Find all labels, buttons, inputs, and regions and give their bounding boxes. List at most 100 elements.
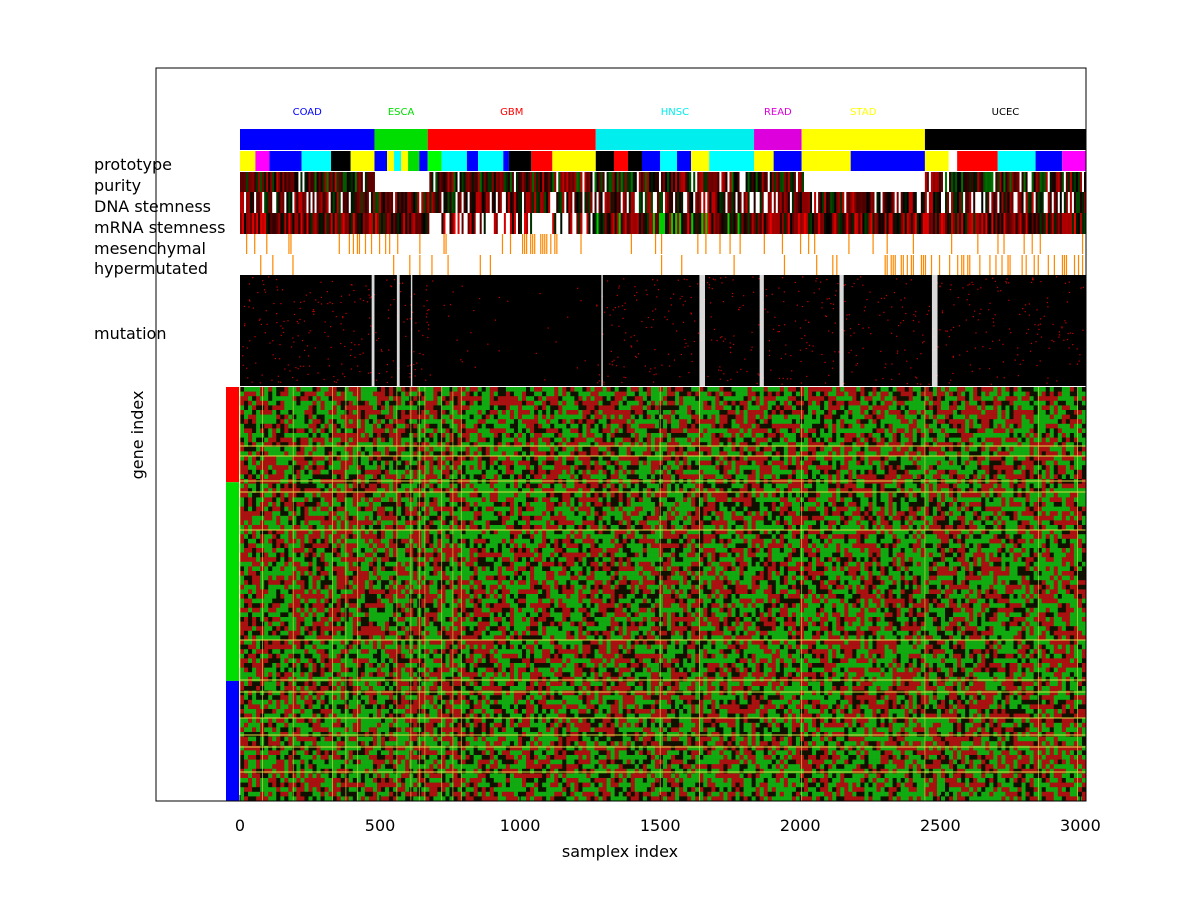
heatmap-cell: [759, 400, 765, 406]
dna-stemness-cell: [620, 192, 624, 213]
heatmap-cell: [538, 437, 543, 443]
heatmap-cell: [650, 419, 656, 425]
heatmap-cell: [808, 433, 813, 438]
heatmap-cell: [880, 414, 885, 420]
dna-stemness-cell: [522, 192, 525, 213]
dna-stemness-cell: [580, 192, 583, 213]
prototype-segment: [660, 151, 678, 171]
purity-cell: [906, 172, 910, 192]
mesenchymal-mark: [501, 234, 504, 254]
heatmap-cell: [630, 437, 636, 443]
mrna-stemness-cell: [268, 213, 271, 234]
heatmap-cell: [735, 391, 740, 397]
mutation-mark: [649, 371, 651, 373]
heatmap-cell: [739, 433, 744, 438]
heatmap-cell: [884, 428, 889, 434]
heatmap-cell: [965, 433, 970, 438]
mutation-mark: [426, 321, 428, 323]
heatmap-cell: [816, 428, 821, 434]
heatmap-cell: [888, 391, 893, 397]
mutation-mark: [307, 355, 310, 357]
heatmap-cell: [574, 400, 579, 406]
heatmap-cell: [675, 433, 680, 438]
heatmap-cell: [896, 396, 901, 402]
dna-stemness-cell: [713, 192, 716, 213]
mutation-mark: [368, 294, 370, 296]
heatmap-cell: [973, 387, 978, 392]
heatmap-cell: [679, 400, 684, 406]
heatmap-cell: [1065, 405, 1071, 411]
purity-cell: [729, 172, 732, 192]
heatmap-cell: [739, 419, 744, 425]
mutation-mark: [922, 334, 924, 336]
purity-cell: [922, 172, 926, 192]
heatmap-cell: [522, 423, 527, 429]
mesenchymal-mark: [288, 234, 290, 254]
heatmap-cell: [795, 405, 801, 411]
heatmap-cell: [904, 405, 910, 411]
heatmap-cell: [413, 428, 418, 434]
mutation-mark: [413, 293, 415, 295]
heatmap-cell: [715, 433, 720, 438]
heatmap-cell: [296, 414, 301, 420]
heatmap-cell: [489, 387, 495, 392]
mesenchymal-mark: [814, 234, 816, 254]
purity-cell: [570, 172, 573, 192]
heatmap-cell: [654, 437, 660, 443]
heatmap-cell: [344, 433, 350, 438]
dna-stemness-cell: [513, 192, 517, 213]
heatmap-cell: [836, 433, 841, 438]
heatmap-cell: [908, 391, 914, 397]
mutation-mark: [859, 276, 862, 278]
heatmap-cell: [1061, 396, 1067, 402]
heatmap-cell: [264, 414, 269, 420]
heatmap-cell: [574, 414, 579, 420]
mutation-mark: [896, 352, 899, 354]
mesenchymal-mark: [544, 234, 546, 254]
heatmap-cell: [376, 414, 382, 420]
dna-stemness-cell: [1017, 192, 1021, 213]
heatmap-cell: [658, 396, 664, 402]
dna-stemness-cell: [602, 192, 606, 213]
mutation-mark: [765, 288, 767, 291]
dna-stemness-cell: [505, 192, 509, 213]
mutation-mark: [335, 316, 337, 318]
purity-cell: [524, 172, 527, 192]
dna-stemness-cell: [1007, 192, 1010, 213]
heatmap-cell: [985, 433, 990, 438]
heatmap-cell: [1069, 405, 1075, 411]
dna-stemness-cell: [360, 192, 364, 213]
purity-cell: [850, 172, 853, 192]
purity-cell: [606, 172, 610, 192]
heatmap-cell: [820, 437, 825, 443]
heatmap-cell: [546, 433, 551, 438]
heatmap-cell: [953, 400, 958, 406]
heatmap-cell: [755, 433, 760, 438]
dna-stemness-cell: [880, 192, 884, 213]
dna-stemness-cell: [415, 192, 418, 213]
heatmap-cell: [602, 437, 607, 443]
heatmap-cell: [719, 410, 724, 415]
heatmap-cell: [920, 396, 926, 402]
dna-stemness-cell: [918, 192, 922, 213]
dna-stemness-cell: [777, 192, 781, 213]
dna-stemness-cell: [439, 192, 442, 213]
dna-stemness-cell: [753, 192, 757, 213]
mutation-mark: [820, 281, 822, 283]
mutation-mark: [391, 376, 393, 378]
purity-cell: [334, 172, 338, 192]
mutation-mark: [577, 287, 579, 289]
heatmap-cell: [586, 391, 591, 397]
dna-stemness-cell: [276, 192, 279, 213]
mutation-mark: [800, 382, 802, 384]
dna-stemness-cell: [385, 192, 388, 213]
purity-cell: [783, 172, 787, 192]
mutation-mark: [844, 300, 846, 303]
mutation-mark: [539, 292, 541, 295]
heatmap-cell: [646, 414, 652, 420]
heatmap-cell: [844, 433, 849, 438]
heatmap-cell: [715, 419, 720, 425]
purity-cell: [300, 172, 303, 192]
mutation-mark: [652, 279, 654, 281]
purity-cell: [366, 172, 370, 192]
